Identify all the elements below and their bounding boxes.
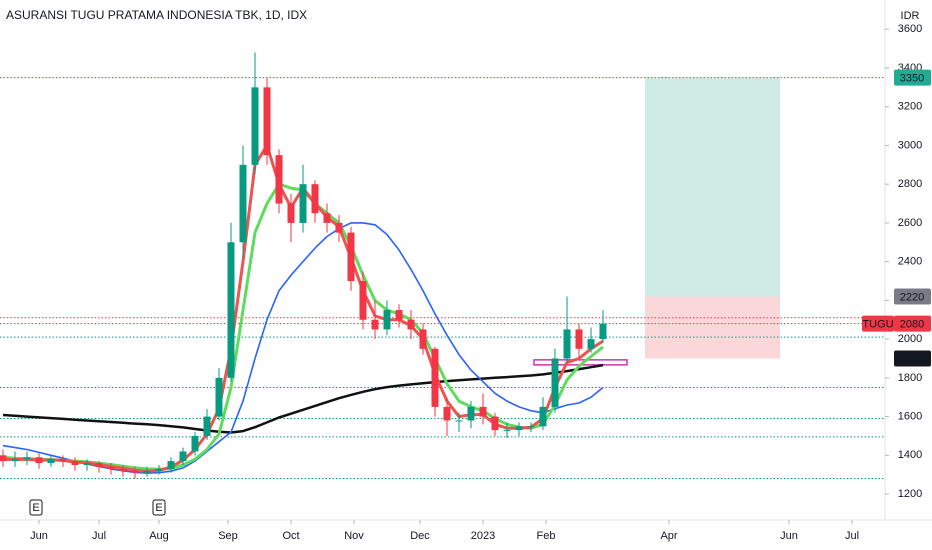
candle-body [191,435,199,452]
price-box [894,69,931,86]
y-tick-label: 1800 [898,372,922,384]
candle-body [167,461,175,469]
candle-body [479,406,487,417]
candle-body [551,358,559,407]
candle-body [119,468,127,471]
y-tick-label: 3000 [898,139,922,151]
candle-body [503,430,511,432]
candle-body [383,310,391,330]
candle-body [527,426,535,428]
candle-body [155,468,163,471]
candle-body [227,242,235,378]
target-zone [645,77,780,297]
moving-average-line [2,222,604,474]
candle-body [263,87,271,156]
candle-body [431,348,439,407]
candle-body [419,329,427,349]
y-tick-label: 2600 [898,217,922,229]
candle-body [71,461,79,465]
candle-body [47,459,55,464]
x-tick-label: Feb [537,530,556,542]
candle-body [131,470,139,473]
y-tick-label: 3600 [898,23,922,35]
candle-body [215,377,223,417]
y-tick-label: 2800 [898,178,922,190]
candle-body [575,329,583,349]
chart-title: ASURANSI TUGU PRATAMA INDONESIA TBK, 1D,… [6,8,307,22]
candle-body [239,164,247,243]
event-box [29,499,43,516]
candle-body [455,420,463,422]
candle-body [287,203,295,223]
x-tick-label: Jul [92,530,106,542]
candle-body [443,406,451,421]
candle-body [599,323,607,340]
candle-body [59,459,67,462]
x-tick-label: Jun [30,530,48,542]
candle-body [347,232,355,282]
candle-body [491,416,499,431]
x-tick-label: Sep [218,530,238,542]
y-tick-label: 1400 [898,449,922,461]
symbol-label: TUGU [862,319,893,331]
candle-body [11,459,19,462]
candle-body [335,222,343,233]
moving-average-line [2,363,604,434]
stop-zone [645,296,780,359]
currency-label: IDR [901,10,920,22]
price-box-label: 3350 [900,73,924,85]
y-tick-label: 1200 [898,488,922,500]
candle-body [299,184,307,223]
candle-body [275,155,283,204]
candle-body [0,455,7,462]
candle-body [563,329,571,359]
candle-body [95,463,103,467]
symbol-box [862,315,894,332]
candle-body [359,281,367,320]
y-tick-label: 2400 [898,256,922,268]
x-tick-label: Aug [149,530,169,542]
price-box [894,288,931,305]
x-tick-label: Apr [660,530,677,542]
candle-body [407,319,415,330]
event-box [152,499,166,516]
x-tick-label: Oct [282,530,299,542]
x-tick-label: 2023 [471,530,495,542]
candle-body [311,184,319,214]
x-tick-label: Nov [344,530,364,542]
candle-body [107,466,115,469]
event-label: E [32,502,39,514]
candle-body [587,339,595,349]
y-tick-label: 1600 [898,410,922,422]
price-box [894,350,931,367]
candle-body [539,406,547,427]
price-box-label: 2220 [900,291,924,303]
x-tick-label: Jun [780,530,798,542]
candle-body [83,463,91,465]
candle-body [35,457,43,464]
candle-body [143,470,151,473]
x-tick-label: Jul [845,530,859,542]
candle-body [395,310,403,320]
candle-body [203,416,211,436]
candle-body [251,87,259,165]
price-box-label: 2080 [900,319,924,331]
candle-body [323,213,331,223]
candle-body [467,406,475,421]
price-box-label: 1900 [900,353,924,365]
candle-body [23,457,31,460]
candle-body [515,426,523,431]
price-box [894,315,931,332]
y-tick-label: 2000 [898,333,922,345]
candle-body [179,451,187,462]
x-tick-label: Dec [410,530,430,542]
event-label: E [155,502,162,514]
y-tick-label: 3200 [898,101,922,113]
candle-body [371,319,379,330]
